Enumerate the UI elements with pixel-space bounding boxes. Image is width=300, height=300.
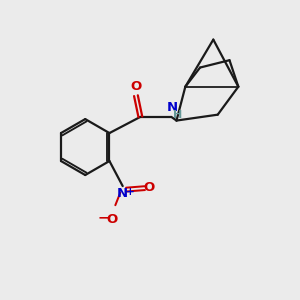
Text: −: − <box>97 211 109 225</box>
Text: N: N <box>166 101 177 114</box>
Text: N: N <box>117 187 128 200</box>
Text: +: + <box>126 187 134 197</box>
Text: O: O <box>130 80 142 93</box>
Text: O: O <box>144 181 155 194</box>
Text: O: O <box>107 213 118 226</box>
Text: H: H <box>173 110 182 120</box>
